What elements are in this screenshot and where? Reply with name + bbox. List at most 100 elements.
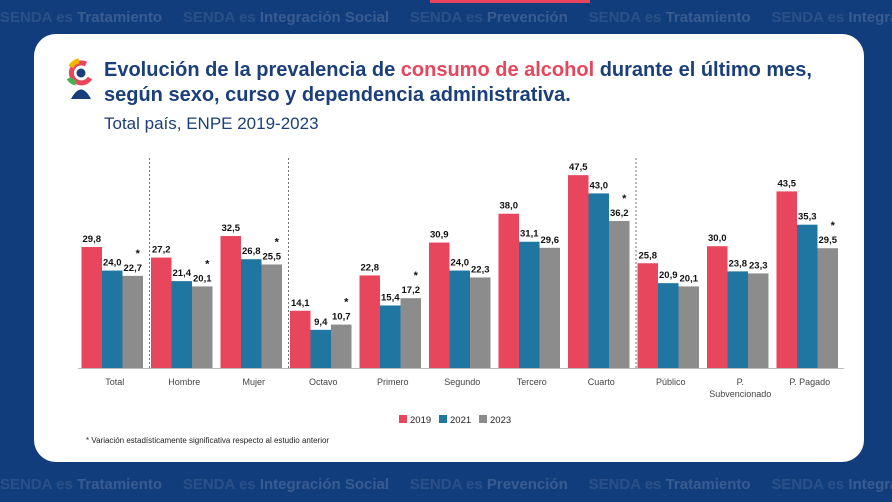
data-label: 23,8 (729, 258, 748, 269)
significance-marker: * (344, 297, 349, 309)
bar-2023 (539, 247, 560, 368)
significance-marker: * (205, 258, 210, 270)
data-label: 43,0 (590, 180, 609, 191)
data-label: 32,5 (222, 223, 241, 234)
data-label: 17,2 (402, 285, 421, 296)
data-label: 22,3 (471, 264, 490, 275)
title-highlight: consumo de alcohol (400, 59, 595, 81)
bar-2021 (797, 224, 818, 368)
bar-2021 (588, 193, 609, 368)
data-label: 27,2 (152, 245, 171, 256)
top-accent-line (430, 0, 590, 3)
bar-2019 (81, 247, 102, 368)
data-label: 9,4 (314, 317, 328, 328)
data-label: 43,5 (778, 178, 797, 189)
background-phrase-text: Integración Social (848, 476, 892, 493)
legend-swatch-2023 (479, 415, 487, 423)
data-label: 30,9 (430, 230, 449, 241)
bar-2021 (449, 270, 470, 368)
bar-2021 (241, 259, 262, 368)
data-label: 10,7 (332, 312, 351, 323)
x-tick-label: Subvencionado (709, 389, 771, 399)
bar-2019 (776, 191, 797, 368)
data-label: 36,2 (610, 208, 629, 219)
bar-2019 (220, 236, 241, 368)
senda-logo-icon (66, 58, 93, 99)
data-label: 20,9 (659, 270, 678, 281)
background-phrase-text: Tratamiento (665, 9, 772, 26)
data-label: 26,8 (242, 246, 261, 257)
background-prefix-text: SENDA es (0, 476, 77, 493)
data-label: 22,7 (124, 263, 143, 274)
bar-2019 (498, 213, 519, 368)
x-tick-label: Cuarto (588, 377, 615, 387)
bar-2021 (102, 270, 123, 368)
data-label: 23,3 (749, 260, 768, 271)
bar-2023 (817, 248, 838, 368)
background-phrase-text: Prevención (486, 9, 589, 26)
bar-2023 (678, 286, 699, 368)
bar-2021 (310, 329, 331, 368)
background-phrase-text: Integración Social (259, 9, 410, 26)
background-prefix-text: SENDA es (588, 476, 666, 493)
data-label: 47,5 (569, 162, 588, 173)
significance-marker: * (414, 270, 419, 282)
data-label: 38,0 (500, 201, 519, 212)
x-tick-label: Hombre (168, 377, 200, 387)
legend-label: 2021 (450, 415, 471, 426)
significance-marker: * (831, 220, 836, 232)
x-tick-label: Público (656, 377, 686, 387)
bar-2019 (637, 263, 658, 368)
background-prefix-text: SENDA es (182, 9, 260, 26)
data-label: 22,8 (361, 262, 380, 273)
x-tick-label: Total (105, 377, 124, 387)
bar-2023 (331, 324, 352, 368)
data-label: 20,1 (193, 273, 212, 284)
background-slogan-band: SENDA es Tratamiento SENDA es Integració… (0, 8, 892, 28)
significance-marker: * (622, 193, 627, 205)
background-prefix-text: SENDA es (409, 476, 487, 493)
x-tick-label: Primero (377, 377, 409, 387)
legend-swatch-2019 (399, 415, 407, 423)
bar-2019 (568, 175, 589, 368)
bar-2021 (519, 241, 540, 368)
bar-2023 (192, 286, 213, 368)
bar-2021 (727, 271, 748, 368)
background-prefix-text: SENDA es (0, 9, 77, 26)
data-label: 24,0 (103, 258, 122, 269)
bar-2019 (290, 310, 311, 368)
data-label: 24,0 (451, 258, 470, 269)
background-prefix-text: SENDA es (771, 476, 849, 493)
bar-2019 (359, 275, 380, 368)
data-label: 29,6 (541, 235, 560, 246)
data-label: 15,4 (381, 292, 400, 303)
data-label: 35,3 (798, 212, 817, 223)
data-label: 29,5 (819, 235, 838, 246)
bar-2023 (609, 221, 630, 368)
data-label: 30,0 (708, 233, 727, 244)
bar-2023 (122, 275, 143, 368)
data-label: 29,8 (83, 234, 102, 245)
x-tick-label: P. (737, 377, 744, 387)
significance-marker: * (136, 248, 141, 260)
chart-card: Evolución de la prevalencia de consumo d… (34, 34, 864, 462)
background-phrase-text: Tratamiento (76, 476, 183, 493)
background-prefix-text: SENDA es (771, 9, 849, 26)
bar-2021 (380, 305, 401, 368)
background-slogan-band: SENDA es Tratamiento SENDA es Integració… (0, 475, 892, 495)
x-tick-label: Octavo (309, 377, 338, 387)
data-label: 14,1 (291, 298, 310, 309)
legend-label: 2019 (410, 415, 431, 426)
background-phrase-text: Prevención (486, 476, 589, 493)
x-tick-label: P. Pagado (789, 377, 830, 387)
bar-2019 (707, 246, 728, 368)
data-label: 21,4 (173, 268, 192, 279)
bar-2023 (400, 298, 421, 368)
footnote: * Variación estadísticamente significati… (86, 436, 330, 445)
legend-swatch-2021 (439, 415, 447, 423)
data-label: 20,1 (680, 273, 699, 284)
data-label: 25,8 (639, 250, 658, 261)
bar-2023 (261, 264, 282, 368)
bar-2019 (429, 242, 450, 368)
